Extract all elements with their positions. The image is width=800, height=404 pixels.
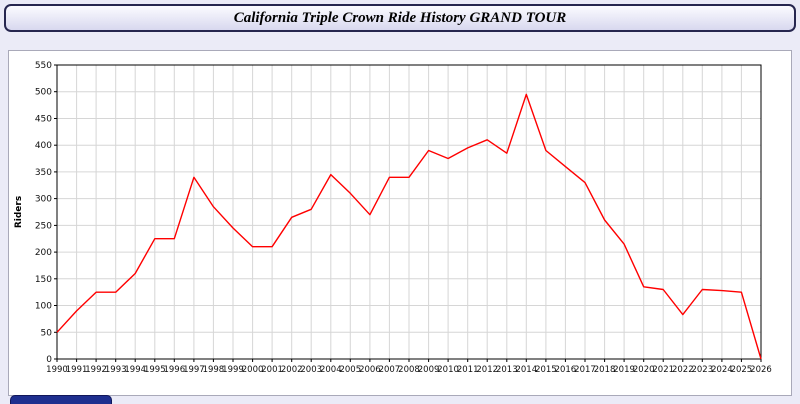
- svg-text:1990: 1990: [46, 365, 68, 375]
- svg-text:1998: 1998: [203, 365, 225, 375]
- svg-text:300: 300: [35, 195, 52, 205]
- svg-text:2010: 2010: [437, 365, 459, 375]
- svg-text:2024: 2024: [711, 365, 733, 375]
- svg-text:50: 50: [41, 328, 53, 338]
- svg-text:1995: 1995: [144, 365, 166, 375]
- page-title: California Triple Crown Ride History GRA…: [233, 9, 567, 26]
- svg-text:0: 0: [46, 355, 52, 365]
- svg-text:2007: 2007: [379, 365, 401, 375]
- svg-text:2023: 2023: [691, 365, 713, 375]
- svg-text:1999: 1999: [222, 365, 244, 375]
- svg-text:Riders: Riders: [14, 196, 24, 228]
- svg-text:2017: 2017: [574, 365, 596, 375]
- svg-text:400: 400: [35, 141, 52, 151]
- svg-text:100: 100: [35, 302, 52, 312]
- svg-text:2011: 2011: [457, 365, 479, 375]
- svg-text:2022: 2022: [672, 365, 694, 375]
- svg-text:1993: 1993: [105, 365, 127, 375]
- svg-text:2002: 2002: [281, 365, 303, 375]
- svg-text:450: 450: [35, 115, 52, 125]
- svg-text:2016: 2016: [555, 365, 577, 375]
- svg-text:2021: 2021: [652, 365, 674, 375]
- svg-text:2018: 2018: [594, 365, 616, 375]
- svg-text:150: 150: [35, 275, 52, 285]
- svg-text:2025: 2025: [731, 365, 753, 375]
- svg-text:2001: 2001: [261, 365, 283, 375]
- svg-text:200: 200: [35, 248, 52, 258]
- svg-text:1996: 1996: [163, 365, 185, 375]
- svg-text:2005: 2005: [339, 365, 361, 375]
- svg-text:2006: 2006: [359, 365, 381, 375]
- title-bar: California Triple Crown Ride History GRA…: [4, 4, 796, 32]
- svg-text:2013: 2013: [496, 365, 518, 375]
- svg-text:2014: 2014: [515, 365, 537, 375]
- svg-text:2026: 2026: [750, 365, 772, 375]
- svg-text:1992: 1992: [85, 365, 107, 375]
- svg-text:2009: 2009: [418, 365, 440, 375]
- svg-text:2012: 2012: [476, 365, 498, 375]
- svg-text:2015: 2015: [535, 365, 557, 375]
- svg-text:500: 500: [35, 88, 52, 98]
- svg-text:250: 250: [35, 221, 52, 231]
- svg-text:1997: 1997: [183, 365, 205, 375]
- svg-text:2020: 2020: [633, 365, 655, 375]
- svg-text:2019: 2019: [613, 365, 635, 375]
- svg-text:550: 550: [35, 61, 52, 71]
- svg-text:2003: 2003: [300, 365, 322, 375]
- svg-text:2008: 2008: [398, 365, 420, 375]
- svg-text:1991: 1991: [66, 365, 88, 375]
- svg-text:2004: 2004: [320, 365, 342, 375]
- riders-line-chart: 0501001502002503003504004505005501990199…: [14, 61, 772, 375]
- svg-text:350: 350: [35, 168, 52, 178]
- svg-text:2000: 2000: [242, 365, 264, 375]
- svg-text:1994: 1994: [124, 365, 146, 375]
- chart-panel: 0 50 100 150 200 250 300 350 400 450 500 550 1990 199…: [8, 50, 792, 396]
